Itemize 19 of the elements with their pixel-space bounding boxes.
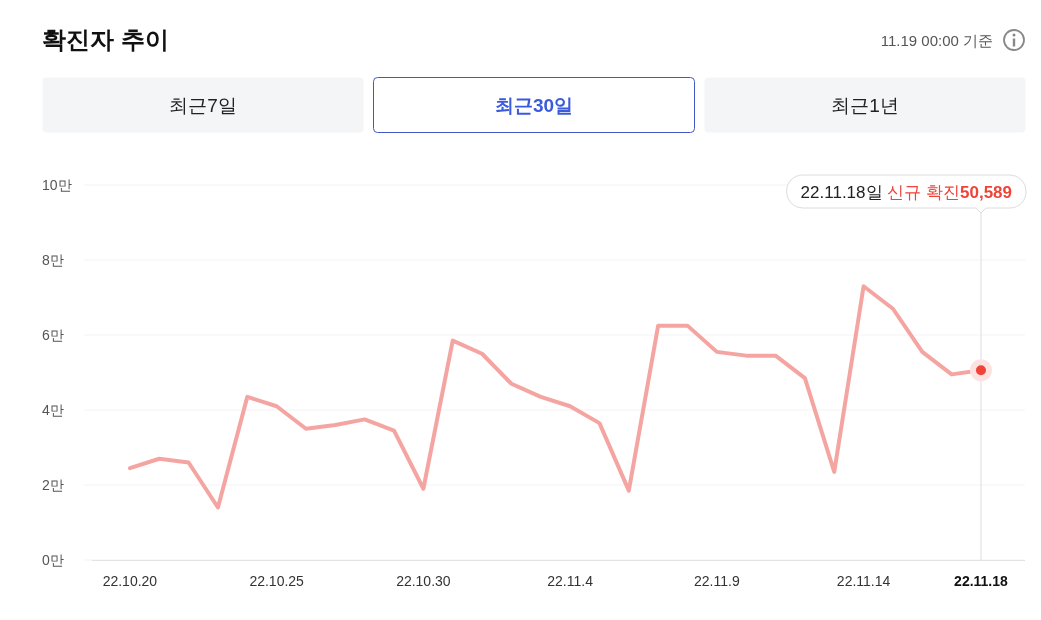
tab-label: 최근7일 bbox=[169, 95, 237, 116]
tab-label: 최근30일 bbox=[494, 95, 574, 116]
xtick-label: 22.11.9 bbox=[694, 573, 740, 589]
ytick-label: 0만 bbox=[42, 552, 64, 568]
ytick-label: 10만 bbox=[42, 177, 72, 193]
xtick-label: 22.11.18 bbox=[954, 573, 1008, 589]
tooltip-text: 22.11.18일 신규 확진50,589 bbox=[800, 183, 1012, 202]
ytick-label: 6만 bbox=[42, 327, 64, 343]
tab-label: 최근1년 bbox=[831, 95, 899, 116]
ytick-label: 4만 bbox=[42, 402, 64, 418]
xtick-label: 22.11.4 bbox=[547, 573, 593, 589]
ytick-label: 2만 bbox=[42, 477, 64, 493]
xtick-label: 22.10.25 bbox=[249, 573, 304, 589]
ytick-label: 8만 bbox=[42, 252, 64, 268]
xtick-label: 22.10.30 bbox=[396, 573, 451, 589]
title: 확진자 추이 bbox=[42, 26, 169, 53]
note: 11.19 00:00 기준 bbox=[880, 32, 993, 49]
xtick-label: 22.10.20 bbox=[102, 573, 158, 589]
xtick-label: 22.11.14 bbox=[836, 573, 891, 589]
